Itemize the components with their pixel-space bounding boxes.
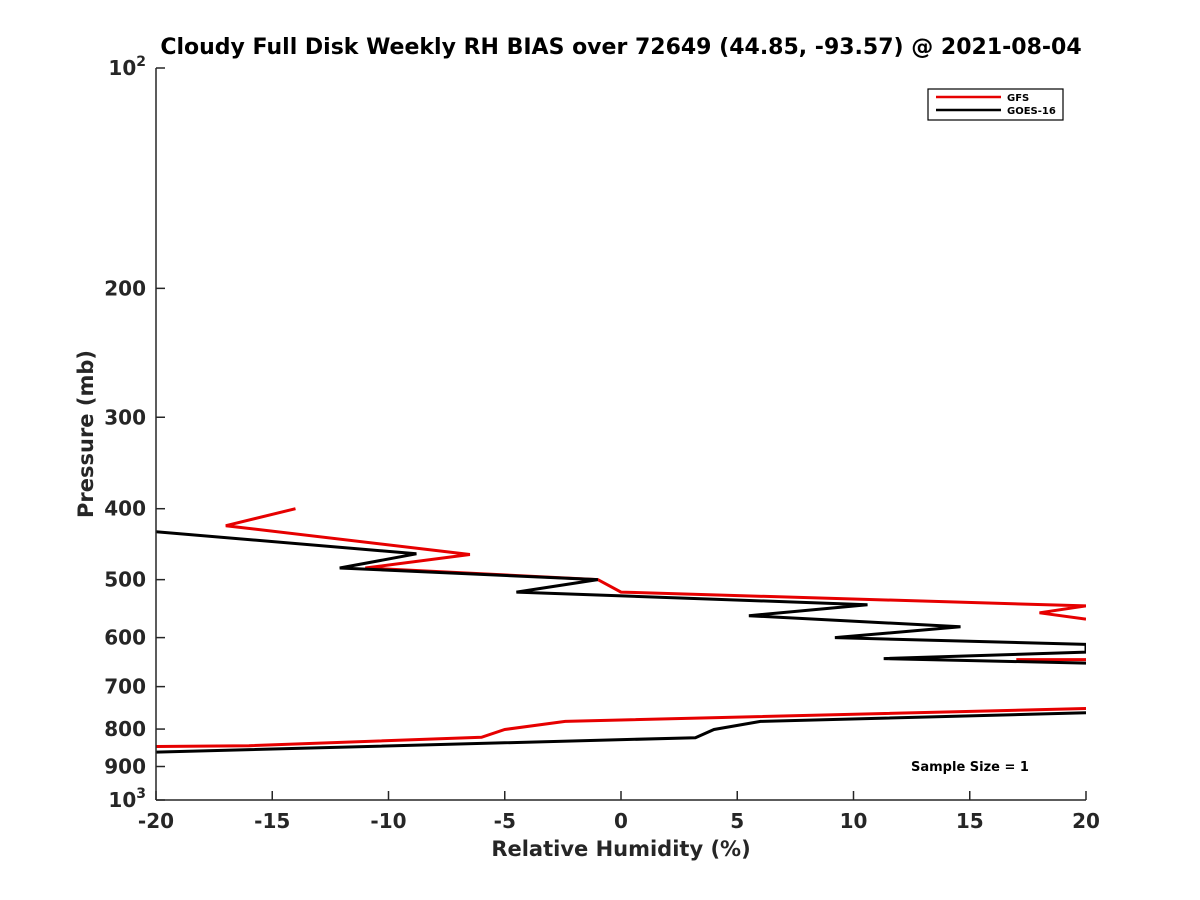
x-tick-label: 20 — [1072, 809, 1100, 833]
x-tick-label: -5 — [494, 809, 516, 833]
plot-area — [156, 68, 1086, 800]
y-tick-label: 900 — [104, 755, 146, 779]
series-line-goes-16-2 — [156, 711, 1086, 754]
x-tick-label: 15 — [956, 809, 984, 833]
legend: GFS GOES-16 — [927, 88, 1064, 121]
x-tick-label: 5 — [730, 809, 744, 833]
x-tick-label: 10 — [840, 809, 868, 833]
legend-label-gfs: GFS — [1007, 93, 1029, 104]
y-tick-label: 200 — [104, 276, 146, 300]
x-tick-label: 0 — [614, 809, 628, 833]
y-tick-label: 102 — [108, 54, 146, 80]
series-line-gfs-3 — [156, 707, 1086, 748]
x-tick-label: -20 — [138, 809, 174, 833]
y-tick-label: 600 — [104, 626, 146, 650]
x-axis-label: Relative Humidity (%) — [491, 837, 750, 861]
chart-title: Cloudy Full Disk Weekly RH BIAS over 726… — [160, 35, 1081, 60]
y-axis-label: Pressure (mb) — [74, 350, 98, 518]
y-tick-label: 300 — [104, 405, 146, 429]
y-tick-label: 700 — [104, 675, 146, 699]
series-line-goes-16-1 — [156, 530, 1086, 665]
x-tick-label: -10 — [370, 809, 406, 833]
y-tick-label: 800 — [104, 717, 146, 741]
x-ticks: -20 -15 -10 -5 0 5 10 15 20 — [138, 791, 1100, 833]
series-layer — [156, 507, 1086, 754]
y-tick-label: 500 — [104, 568, 146, 592]
y-tick-label: 400 — [104, 497, 146, 521]
sample-size-annotation: Sample Size = 1 — [911, 760, 1029, 775]
legend-box — [927, 88, 1064, 121]
x-tick-label: -15 — [254, 809, 290, 833]
legend-label-goes-16: GOES-16 — [1007, 106, 1056, 117]
